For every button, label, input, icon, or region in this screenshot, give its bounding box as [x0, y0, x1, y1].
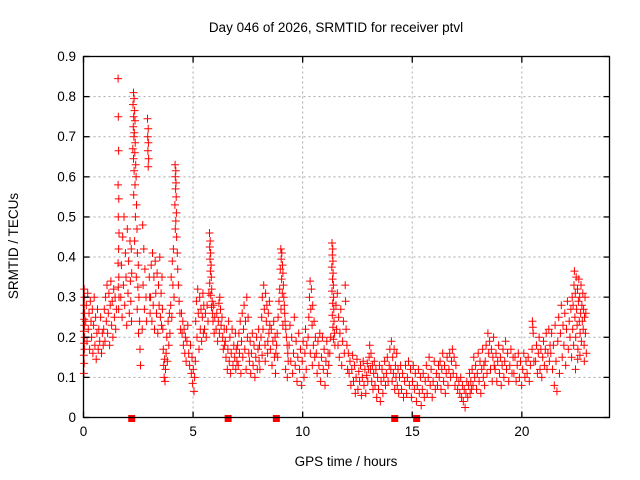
zero-square-marker [413, 415, 421, 422]
zero-level-markers [128, 415, 421, 422]
y-tick-label: 0.1 [57, 370, 76, 385]
tick-labels: 0 0.1 0.2 0.3 0.4 0.5 0.6 0.7 0.8 0.9 0 5 10 15 20 [57, 49, 529, 439]
x-tick-label: 0 [80, 424, 88, 439]
y-tick-label: 0.8 [57, 89, 76, 104]
y-tick-label: 0.9 [57, 49, 76, 64]
data-points [79, 74, 591, 412]
x-tick-label: 15 [405, 424, 420, 439]
zero-square-marker [391, 415, 399, 422]
y-tick-label: 0.3 [57, 290, 76, 305]
x-axis-label: GPS time / hours [295, 454, 398, 469]
y-tick-label: 0.7 [57, 129, 76, 144]
scatter-plus-markers [79, 74, 591, 412]
y-tick-label: 0.5 [57, 209, 76, 224]
y-axis-label: SRMTID / TECUs [6, 193, 21, 300]
zero-square-marker [272, 415, 280, 422]
plot-frame [82, 55, 611, 419]
y-tick-label: 0.2 [57, 330, 76, 345]
x-tick-label: 20 [514, 424, 529, 439]
plot-border [82, 55, 611, 419]
zero-square-marker [128, 415, 136, 422]
x-tick-label: 10 [295, 424, 310, 439]
x-tick-label: 5 [189, 424, 197, 439]
y-tick-label: 0.4 [57, 250, 76, 265]
zero-square-marker [224, 415, 232, 422]
y-tick-label: 0 [68, 410, 76, 425]
chart-title: Day 046 of 2026, SRMTID for receiver ptv… [209, 20, 463, 35]
y-tick-label: 0.6 [57, 169, 76, 184]
